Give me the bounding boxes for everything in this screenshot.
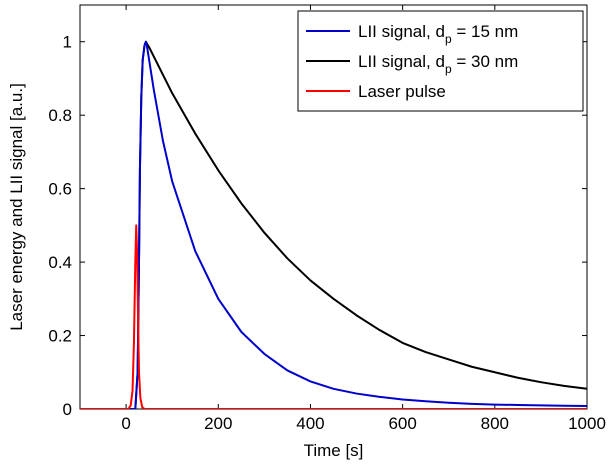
y-tick-label: 0.4 [48,253,72,272]
legend-label: LII signal, dp = 30 nm [358,52,518,76]
x-tick-label: 400 [296,414,324,433]
legend-label: Laser pulse [358,82,446,101]
x-tick-label: 200 [204,414,232,433]
y-tick-label: 0.2 [48,327,72,346]
y-axis-label: Laser energy and LII signal [a.u.] [7,83,26,331]
x-tick-label: 0 [121,414,130,433]
y-tick-label: 0.6 [48,180,72,199]
x-tick-label: 1000 [568,414,606,433]
y-tick-label: 0.8 [48,106,72,125]
plot-area: 0 200 400 600 800 1000 0 0.2 0.4 0.6 0.8 1 Time [s] L… [7,4,606,460]
x-tick-label: 600 [388,414,416,433]
legend-box [297,10,584,112]
y-tick-label: 1 [63,33,72,52]
legend-label: LII signal, dp = 15 nm [358,22,518,46]
series-line-3 [80,224,587,409]
x-axis-label: Time [s] [304,441,364,460]
x-tick-label: 800 [481,414,509,433]
series-line-1 [80,40,587,409]
y-tick-label: 0 [63,400,72,419]
